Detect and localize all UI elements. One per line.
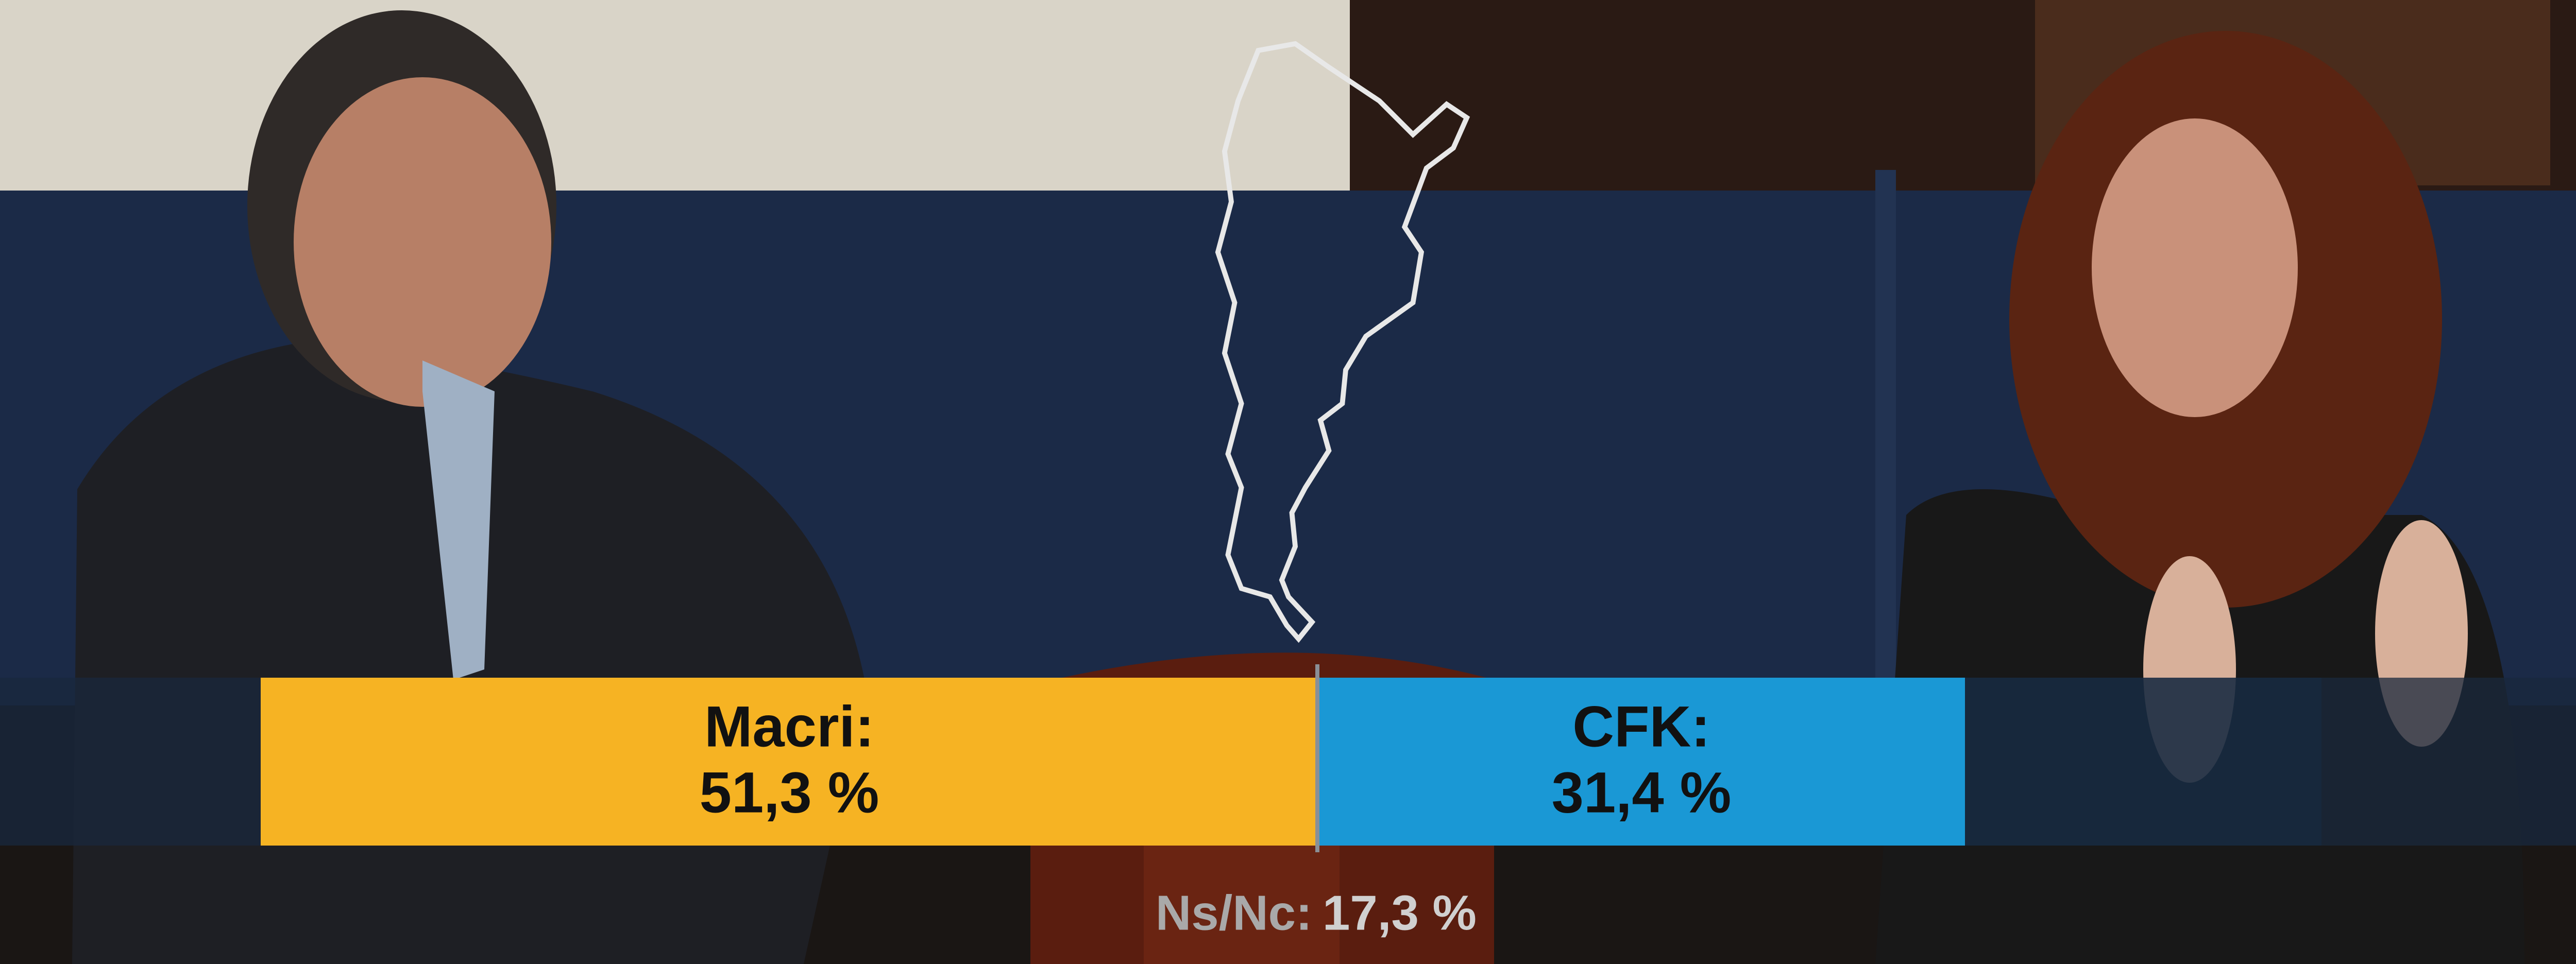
value-label: 51,3 % (700, 761, 879, 825)
bar-segment (1965, 678, 2321, 846)
legend-label: Macri: (704, 695, 874, 759)
legend-label: CFK: (1572, 695, 1710, 759)
value-label: 31,4 % (1552, 761, 1732, 825)
screen: Macri:51,3 % CFK:31,4 % Ns/Nc:17,3 % (0, 0, 2576, 964)
value-label: 17,3 % (1323, 885, 1477, 940)
legend-label: Ns/Nc: (1156, 885, 1312, 940)
